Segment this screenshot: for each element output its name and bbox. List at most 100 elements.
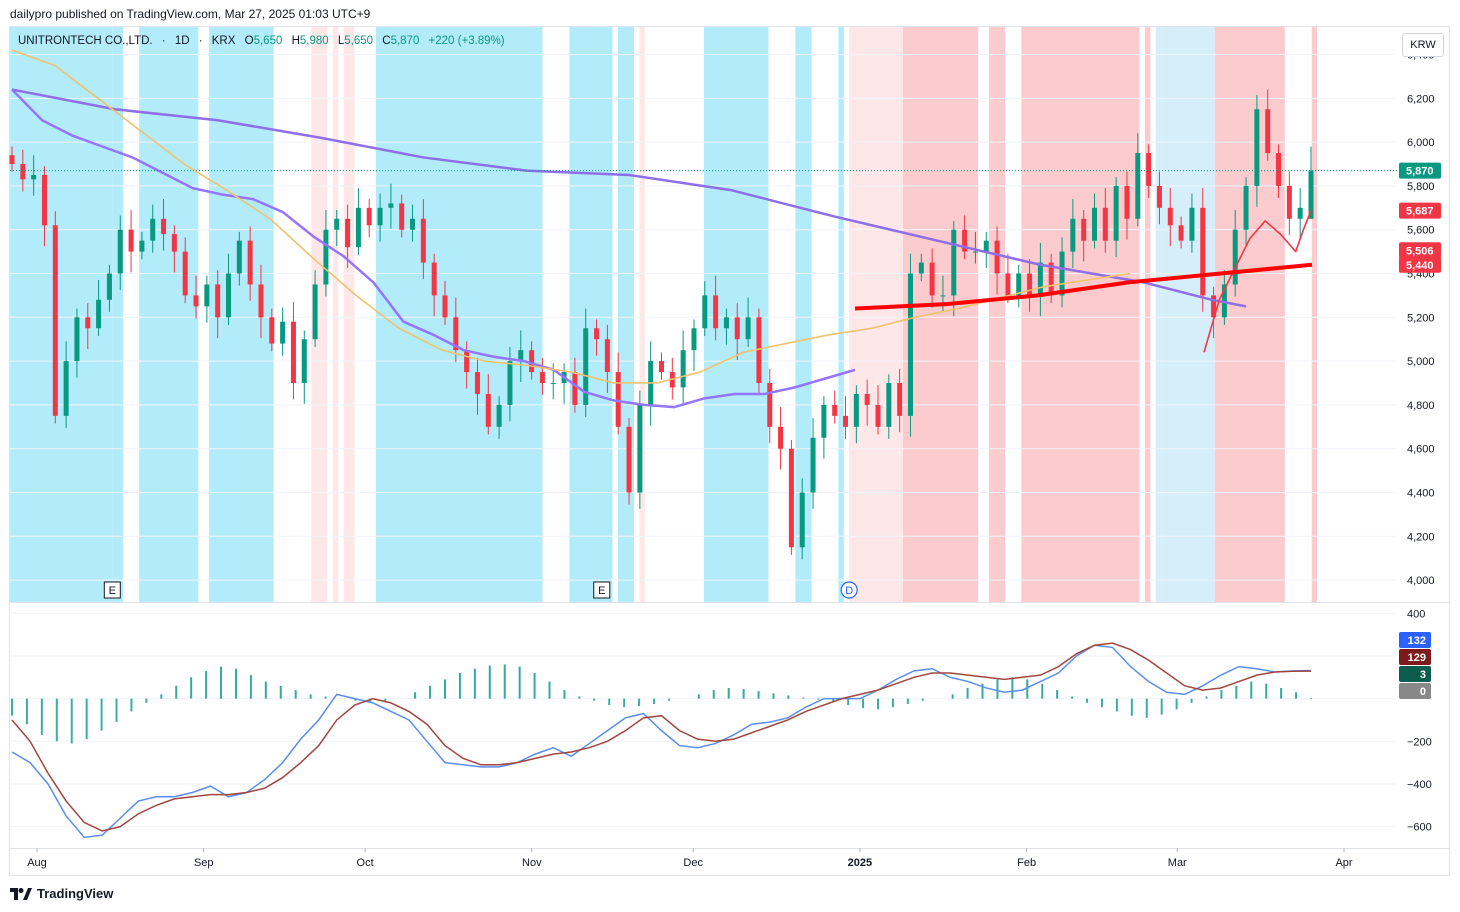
candle-body: [886, 383, 892, 427]
time-axis-tick: Apr: [1335, 857, 1352, 869]
background-zone: [838, 27, 844, 602]
price-axis-tick: 5,000: [1407, 356, 1435, 368]
candle-body: [1102, 207, 1108, 241]
price-axis-tick: 4,200: [1407, 531, 1435, 543]
price-axis-tick: 5,600: [1407, 225, 1435, 237]
candle-body: [626, 426, 632, 493]
candle-body: [853, 393, 859, 427]
price-axis-tick: 4,800: [1407, 400, 1435, 412]
price-axis-tick: 5,800: [1407, 181, 1435, 193]
symbol-legend: UNITRONTECH CO.,LTD. · 1D · KRX O5,650 H…: [18, 35, 505, 47]
candle-body: [983, 240, 989, 252]
macd-badge-text: 129: [1408, 652, 1426, 664]
legend-high: 5,980: [299, 35, 329, 47]
candle-body: [366, 207, 372, 226]
candle-body: [594, 328, 600, 340]
candle-body: [1276, 153, 1282, 186]
candle-body: [496, 404, 502, 427]
candle-body: [1221, 284, 1227, 318]
candle-body: [821, 404, 827, 438]
candle-body: [897, 383, 903, 416]
background-zone: [375, 27, 543, 602]
moving-average-line: [1203, 210, 1312, 353]
candle-body: [204, 284, 210, 307]
time-axis-tick: Mar: [1168, 857, 1187, 869]
macd-badge-text: 3: [1420, 669, 1426, 681]
legend-close-label: C: [382, 35, 391, 47]
marker-label: D: [845, 585, 853, 597]
candle-body: [929, 262, 935, 296]
candle-body: [63, 361, 69, 416]
legend-close: 5,870: [390, 35, 420, 47]
moving-average-line: [854, 262, 1313, 311]
candle-body: [1156, 185, 1162, 208]
macd-badge: [1399, 683, 1431, 699]
legend-high-label: H: [291, 35, 300, 47]
candle-body: [171, 234, 177, 252]
candle-body: [745, 317, 751, 340]
candle-body: [1297, 207, 1303, 219]
macd-axis-tick: −400: [1407, 779, 1432, 791]
candle-body: [1092, 207, 1097, 241]
candle-body: [345, 218, 351, 248]
price-badge: [1399, 242, 1441, 259]
legend-interval[interactable]: 1D: [174, 35, 190, 47]
price-badge-text: 5,440: [1406, 260, 1434, 272]
time-axis-tick: Feb: [1017, 857, 1036, 869]
candle-body: [1113, 185, 1119, 241]
candle-body: [1070, 218, 1076, 252]
candle-body: [1200, 207, 1206, 296]
candle-body: [702, 295, 708, 329]
candle-body: [539, 372, 545, 384]
candle-body: [734, 317, 740, 340]
candle-body: [128, 229, 134, 252]
candle-body: [713, 295, 719, 329]
earnings-marker: [103, 581, 121, 599]
legend-change: +220 (+3.89%): [428, 35, 505, 47]
background-zone: [989, 27, 1006, 602]
candle-body: [117, 229, 123, 274]
candle-body: [723, 317, 729, 329]
candle-body: [410, 218, 416, 230]
price-badge: [1399, 162, 1441, 179]
candle-body: [9, 155, 15, 165]
candle-body: [691, 328, 697, 351]
macd-badge: [1399, 632, 1431, 648]
price-axis-tick: 5,200: [1407, 312, 1435, 324]
candle-body: [767, 383, 773, 427]
background-zone: [569, 27, 613, 602]
candle-body: [518, 350, 524, 362]
moving-average-line: [11, 88, 856, 409]
background-zone: [343, 27, 355, 602]
macd-badge: [1399, 666, 1431, 682]
candle-body: [810, 437, 816, 493]
candle-body: [832, 404, 838, 416]
currency-button[interactable]: KRW: [1402, 33, 1444, 57]
candle-body: [193, 295, 199, 307]
background-zone: [311, 27, 328, 602]
price-axis-tick: 4,400: [1407, 488, 1435, 500]
background-zone: [139, 27, 199, 602]
legend-symbol[interactable]: UNITRONTECH CO.,LTD.: [18, 35, 153, 47]
time-axis-tick: Aug: [27, 857, 47, 869]
candle-body: [1027, 273, 1033, 296]
candle-body: [843, 415, 849, 427]
time-axis-tick: Sep: [194, 857, 214, 869]
candle-body: [377, 207, 383, 226]
marker-label: E: [598, 585, 605, 597]
price-axis-tick: 4,000: [1407, 575, 1435, 587]
background-zone: [332, 27, 339, 602]
candle-body: [215, 284, 221, 318]
candle-body: [74, 317, 80, 362]
candle-body: [161, 218, 167, 235]
macd-badge-text: 0: [1420, 686, 1426, 698]
candle-body: [799, 492, 805, 548]
moving-average-line: [11, 88, 1247, 308]
candle-body: [1048, 262, 1054, 296]
footer-brand[interactable]: TradingView: [10, 886, 113, 901]
background-zone: [617, 27, 635, 602]
candle-body: [1167, 207, 1173, 226]
candle-body: [323, 229, 329, 285]
published-header: dailypro published on TradingView.com, M…: [10, 7, 371, 21]
